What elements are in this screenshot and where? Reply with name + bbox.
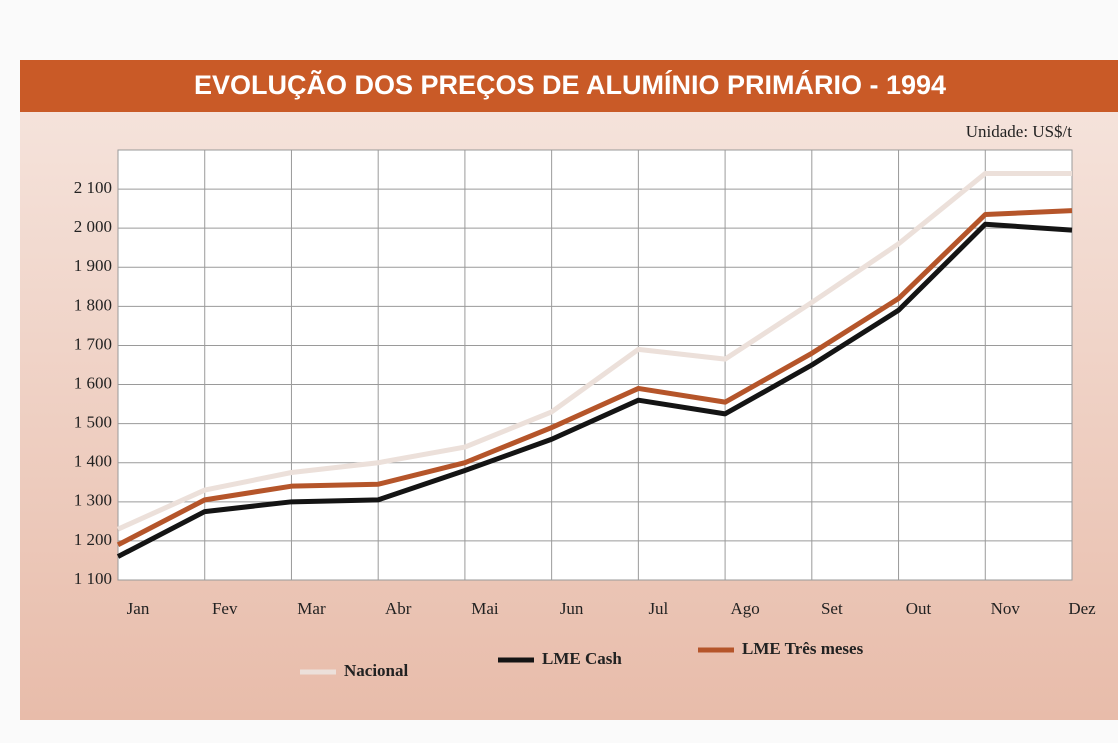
unit-annotation: Unidade: US$/t bbox=[966, 122, 1073, 141]
x-tick-label: Dez bbox=[1068, 599, 1096, 618]
x-tick-label: Abr bbox=[385, 599, 412, 618]
legend-label: Nacional bbox=[344, 661, 409, 680]
x-tick-label: Ago bbox=[730, 599, 759, 618]
title-bar bbox=[20, 60, 1118, 112]
chart-title: EVOLUÇÃO DOS PREÇOS DE ALUMÍNIO PRIMÁRIO… bbox=[194, 69, 946, 100]
y-tick-label: 1 600 bbox=[74, 373, 112, 392]
x-tick-label: Fev bbox=[212, 599, 238, 618]
x-tick-label: Out bbox=[906, 599, 932, 618]
x-tick-label: Jul bbox=[648, 599, 668, 618]
y-tick-label: 1 400 bbox=[74, 452, 112, 471]
legend-label: LME Três meses bbox=[742, 639, 864, 658]
x-tick-label: Set bbox=[821, 599, 843, 618]
y-tick-label: 1 500 bbox=[74, 413, 112, 432]
y-tick-label: 2 100 bbox=[74, 178, 112, 197]
series-line bbox=[116, 208, 1073, 548]
x-tick-label: Mar bbox=[297, 599, 326, 618]
x-tick-label: Jan bbox=[127, 599, 150, 618]
legend-label: LME Cash bbox=[542, 649, 622, 668]
y-tick-label: 1 800 bbox=[74, 295, 112, 314]
y-tick-label: 1 700 bbox=[74, 334, 112, 353]
y-tick-label: 1 100 bbox=[74, 569, 112, 588]
y-tick-label: 1 300 bbox=[74, 491, 112, 510]
series-line bbox=[116, 221, 1073, 559]
plot-area bbox=[117, 149, 1073, 581]
y-tick-label: 2 000 bbox=[74, 217, 112, 236]
x-tick-label: Mai bbox=[471, 599, 499, 618]
x-tick-label: Nov bbox=[991, 599, 1021, 618]
x-tick-label: Jun bbox=[560, 599, 584, 618]
series-line bbox=[116, 170, 1072, 532]
y-tick-label: 1 200 bbox=[74, 530, 112, 549]
y-tick-label: 1 900 bbox=[74, 256, 112, 275]
